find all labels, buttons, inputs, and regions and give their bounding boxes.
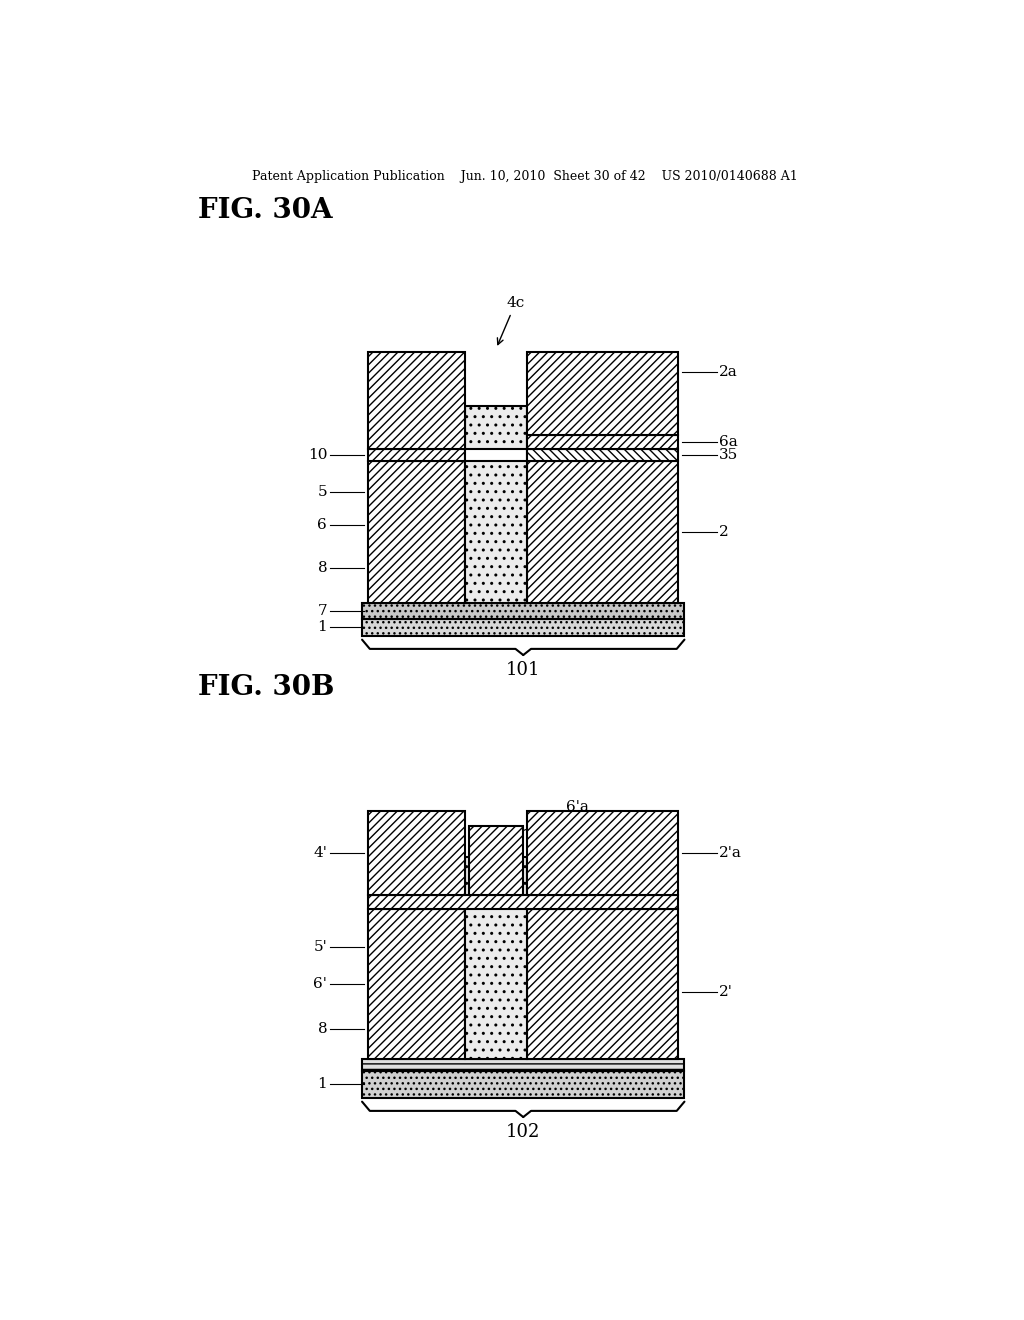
Bar <box>362 619 684 636</box>
Text: 7: 7 <box>317 605 328 618</box>
Bar <box>469 826 523 895</box>
Bar <box>527 909 678 1059</box>
Bar <box>527 434 678 449</box>
Text: 1: 1 <box>317 1077 328 1092</box>
Text: 4': 4' <box>313 846 328 859</box>
Text: 6: 6 <box>317 519 328 532</box>
Text: 6a: 6a <box>719 434 738 449</box>
Bar <box>369 909 465 1059</box>
Text: 6'a: 6'a <box>510 800 589 837</box>
Bar <box>369 461 465 603</box>
Text: 2': 2' <box>719 985 733 999</box>
Text: 6': 6' <box>313 977 328 991</box>
Text: 102: 102 <box>506 1123 541 1142</box>
Bar <box>369 352 465 449</box>
Text: 8: 8 <box>317 561 328 574</box>
Bar <box>465 407 527 603</box>
Bar <box>362 1071 684 1098</box>
Text: 5: 5 <box>317 486 328 499</box>
Text: 101: 101 <box>506 661 541 680</box>
Bar <box>369 895 678 909</box>
Bar <box>369 810 465 895</box>
Bar <box>527 449 678 461</box>
Text: 2a: 2a <box>719 364 738 379</box>
Bar <box>527 810 678 895</box>
Text: 5': 5' <box>313 940 328 953</box>
Bar <box>527 461 678 603</box>
Text: 2: 2 <box>719 525 729 540</box>
Bar <box>527 352 678 434</box>
Bar <box>465 449 527 461</box>
Text: FIG. 30B: FIG. 30B <box>198 675 334 701</box>
Bar <box>362 603 684 619</box>
Bar <box>369 449 465 461</box>
Text: 8: 8 <box>317 1022 328 1036</box>
Text: 35: 35 <box>719 447 738 462</box>
Bar <box>362 1059 684 1071</box>
Text: FIG. 30A: FIG. 30A <box>198 197 333 224</box>
Text: 10: 10 <box>307 447 328 462</box>
Bar <box>465 857 527 1059</box>
Text: 4c: 4c <box>498 296 524 345</box>
Text: Patent Application Publication    Jun. 10, 2010  Sheet 30 of 42    US 2010/01406: Patent Application Publication Jun. 10, … <box>252 170 798 183</box>
Text: 1: 1 <box>317 620 328 635</box>
Text: 2'a: 2'a <box>719 846 742 859</box>
